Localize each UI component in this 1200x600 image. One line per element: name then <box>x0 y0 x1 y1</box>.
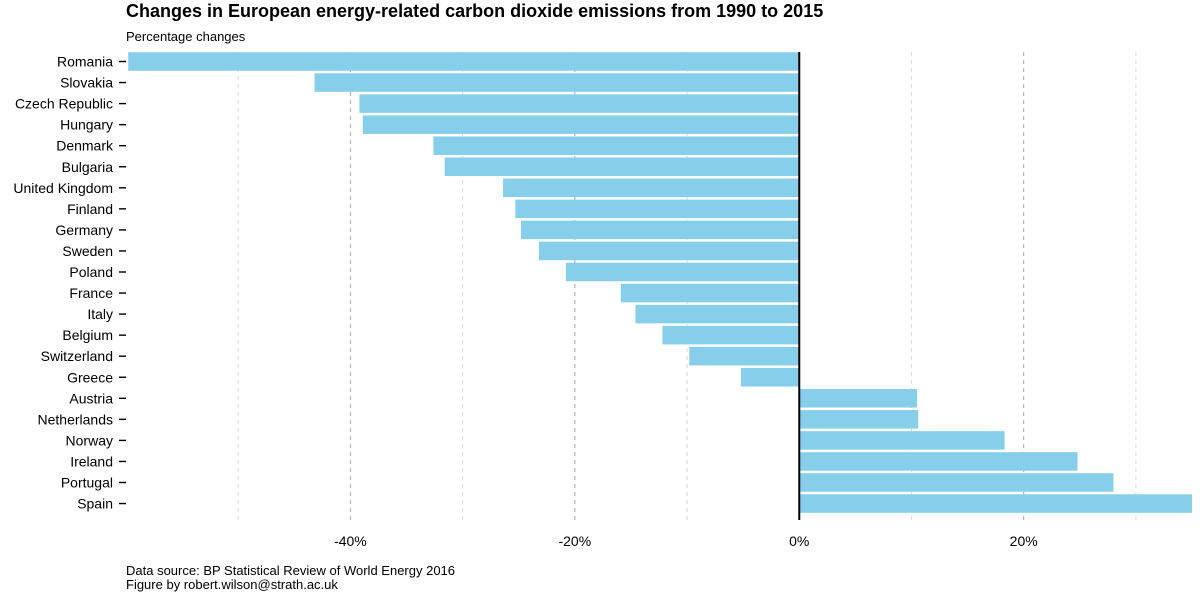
category-label: Denmark <box>56 138 114 154</box>
category-label: Finland <box>67 201 113 217</box>
category-label: Romania <box>57 54 113 70</box>
bar <box>620 283 800 303</box>
chart-title: Changes in European energy-related carbo… <box>126 1 824 21</box>
bar <box>799 473 1114 492</box>
category-label: Norway <box>66 432 113 448</box>
category-label: United Kingdom <box>13 180 113 196</box>
x-tick-label: 0% <box>789 533 809 549</box>
category-label: Italy <box>87 306 113 322</box>
category-label: Switzerland <box>41 348 113 364</box>
bar <box>799 389 918 408</box>
category-label: Austria <box>69 390 113 406</box>
bar <box>520 220 800 240</box>
bar <box>359 94 800 113</box>
chart-footer: Data source: BP Statistical Review of Wo… <box>126 564 455 592</box>
x-tick-label: -20% <box>558 533 591 549</box>
bar <box>433 136 800 155</box>
category-label: Greece <box>67 369 113 385</box>
category-label: Bulgaria <box>62 159 114 175</box>
chart-subtitle: Percentage changes <box>126 29 246 44</box>
bar <box>444 157 800 176</box>
bar <box>662 325 800 345</box>
category-label: Spain <box>77 496 113 512</box>
footer-data-source: Data source: BP Statistical Review of Wo… <box>126 563 456 578</box>
category-label: Poland <box>69 264 113 280</box>
bar <box>799 452 1078 471</box>
bar <box>128 52 800 71</box>
bar <box>799 431 1005 450</box>
category-label: Sweden <box>62 243 113 259</box>
category-label: Slovakia <box>60 75 113 91</box>
bar <box>689 346 800 366</box>
category-label: Hungary <box>60 117 113 133</box>
bar <box>635 304 800 324</box>
category-label: Germany <box>55 222 113 238</box>
x-tick-label: 20% <box>1010 533 1038 549</box>
category-label: Netherlands <box>38 411 114 427</box>
bar <box>565 262 800 282</box>
bar <box>740 368 800 387</box>
bar <box>538 241 800 261</box>
bar <box>362 115 800 134</box>
bar <box>503 178 800 198</box>
category-label: Czech Republic <box>15 96 113 112</box>
footer-credit: Figure by robert.wilson@strath.ac.uk <box>126 577 338 592</box>
category-label: Ireland <box>70 453 113 469</box>
bar <box>799 410 919 429</box>
category-label: France <box>69 285 113 301</box>
bar <box>515 199 800 219</box>
bar <box>799 494 1192 513</box>
category-label: Belgium <box>62 327 113 343</box>
bar <box>314 73 800 92</box>
category-label: Portugal <box>61 475 113 491</box>
x-tick-label: -40% <box>334 533 367 549</box>
